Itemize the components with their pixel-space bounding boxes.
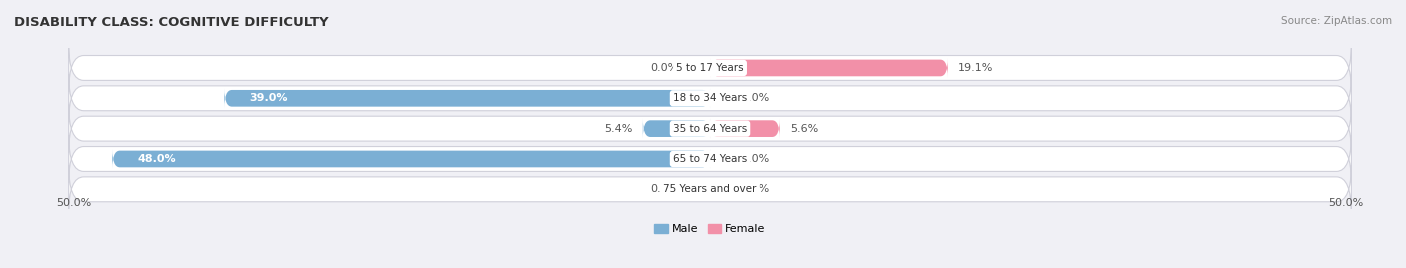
Text: 48.0%: 48.0% bbox=[138, 154, 176, 164]
FancyBboxPatch shape bbox=[69, 165, 1351, 213]
FancyBboxPatch shape bbox=[225, 88, 710, 108]
Legend: Male, Female: Male, Female bbox=[650, 219, 770, 239]
Text: 5 to 17 Years: 5 to 17 Years bbox=[676, 63, 744, 73]
FancyBboxPatch shape bbox=[69, 105, 1351, 152]
Text: 5.6%: 5.6% bbox=[790, 124, 818, 134]
Text: 0.0%: 0.0% bbox=[651, 63, 679, 73]
Text: 35 to 64 Years: 35 to 64 Years bbox=[673, 124, 747, 134]
FancyBboxPatch shape bbox=[69, 44, 1351, 92]
FancyBboxPatch shape bbox=[710, 119, 780, 139]
FancyBboxPatch shape bbox=[112, 149, 710, 169]
Text: 50.0%: 50.0% bbox=[1329, 198, 1364, 208]
Text: 5.4%: 5.4% bbox=[605, 124, 633, 134]
Text: 0.0%: 0.0% bbox=[741, 154, 769, 164]
Text: 0.0%: 0.0% bbox=[651, 184, 679, 194]
Text: 19.1%: 19.1% bbox=[957, 63, 993, 73]
Text: DISABILITY CLASS: COGNITIVE DIFFICULTY: DISABILITY CLASS: COGNITIVE DIFFICULTY bbox=[14, 16, 329, 29]
FancyBboxPatch shape bbox=[69, 74, 1351, 122]
Text: Source: ZipAtlas.com: Source: ZipAtlas.com bbox=[1281, 16, 1392, 26]
Text: 75 Years and over: 75 Years and over bbox=[664, 184, 756, 194]
FancyBboxPatch shape bbox=[69, 135, 1351, 183]
FancyBboxPatch shape bbox=[643, 119, 710, 139]
Text: 0.0%: 0.0% bbox=[741, 184, 769, 194]
Text: 39.0%: 39.0% bbox=[249, 93, 288, 103]
Text: 65 to 74 Years: 65 to 74 Years bbox=[673, 154, 747, 164]
FancyBboxPatch shape bbox=[710, 58, 948, 78]
Text: 50.0%: 50.0% bbox=[56, 198, 91, 208]
Text: 0.0%: 0.0% bbox=[741, 93, 769, 103]
Text: 18 to 34 Years: 18 to 34 Years bbox=[673, 93, 747, 103]
